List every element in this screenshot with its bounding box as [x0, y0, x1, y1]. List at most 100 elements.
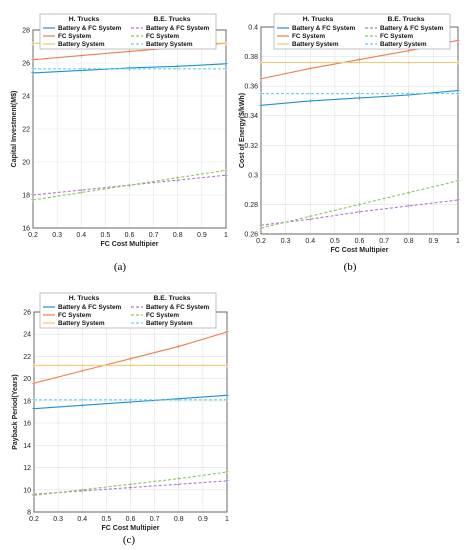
data-point-marker: +: [223, 65, 228, 73]
data-point-marker: +: [223, 39, 228, 47]
data-point-marker: +: [455, 59, 460, 67]
legend-entry: FC System: [58, 33, 91, 40]
x-tick-label: 0.4: [305, 238, 315, 245]
series-line-1: [32, 63, 227, 74]
data-point-marker: +: [223, 171, 228, 179]
x-tick-label: 0.3: [53, 516, 63, 523]
chart-panel-2: 0.2 0.3 0.4 0.5 0.6 0.7 0.8 0.9 1 0.26 0.28 0.3 0.32…: [239, 13, 461, 273]
x-tick-label: 1: [456, 238, 460, 245]
y-tick-label: 10: [23, 487, 31, 494]
data-point-marker: +: [176, 343, 181, 351]
data-point-marker: +: [258, 59, 263, 67]
data-point-marker: +: [406, 202, 411, 210]
data-point-marker: +: [224, 392, 229, 400]
x-tick-label: 0.9: [429, 238, 439, 245]
data-point-marker: +: [357, 56, 362, 64]
panel-label: (b): [344, 261, 357, 273]
y-axis-label: Payback Period(Years): [12, 374, 19, 450]
data-point-marker: +: [357, 59, 362, 67]
legend-group-title: B.E. Trucks: [153, 295, 190, 302]
data-point-marker: +: [79, 67, 84, 75]
legend-box: [273, 13, 451, 50]
data-point-marker: +: [406, 59, 411, 67]
data-point-marker: +: [258, 75, 263, 83]
y-tick-label: 26: [22, 61, 30, 68]
data-point-marker: +: [128, 355, 133, 363]
data-point-marker: +: [357, 201, 362, 209]
data-point-marker: +: [224, 328, 229, 336]
x-tick-label: 0.5: [102, 516, 112, 523]
legend-group-title: H. Trucks: [303, 16, 334, 23]
y-tick-label: 24: [22, 94, 30, 101]
data-point-marker: +: [455, 87, 460, 95]
y-axis-label: Cost of Energy($/kWh): [239, 93, 246, 168]
data-point-marker: +: [175, 65, 180, 73]
data-point-marker: +: [455, 177, 460, 185]
data-point-marker: +: [176, 395, 181, 403]
x-tick-label: 0.4: [77, 516, 87, 523]
legend-entry: Battery System: [380, 41, 427, 48]
y-tick-label: 0.26: [244, 232, 258, 239]
legend-entry: Battery & FC System: [58, 25, 122, 32]
y-tick-label: 14: [23, 443, 31, 450]
y-tick-label: 24: [23, 332, 31, 339]
chart-panel-3: 0.2 0.3 0.4 0.5 0.6 0.7 0.8 0.9 1810121416182022…: [12, 292, 230, 546]
data-point-marker: +: [31, 396, 36, 404]
panel-label: (a): [114, 261, 127, 273]
series-line-1: [260, 90, 459, 106]
x-tick-label: 0.8: [404, 238, 414, 245]
data-point-marker: +: [258, 90, 263, 98]
series-line-1: [33, 394, 228, 410]
legend-entry: Battery System: [146, 41, 193, 48]
data-point-marker: +: [308, 215, 313, 223]
data-point-marker: +: [176, 362, 181, 370]
y-tick-label: 0.38: [244, 54, 258, 61]
data-point-marker: +: [224, 468, 229, 476]
y-tick-label: 22: [22, 127, 30, 134]
y-tick-label: 18: [22, 193, 30, 200]
y-tick-label: 20: [23, 376, 31, 383]
legend-entry: FC System: [146, 33, 179, 40]
data-point-marker: +: [258, 224, 263, 232]
legend-entry: Battery System: [292, 41, 339, 48]
series-line-5: [32, 169, 227, 201]
data-point-marker: +: [175, 174, 180, 182]
y-tick-label: 16: [22, 226, 30, 233]
y-tick-label: 0.4: [248, 25, 258, 32]
data-point-marker: +: [80, 486, 85, 494]
panel-label: (c): [123, 534, 136, 546]
y-tick-label: 28: [22, 28, 30, 35]
data-point-marker: +: [30, 69, 35, 77]
x-tick-label: 0.6: [126, 516, 136, 523]
data-point-marker: +: [308, 212, 313, 220]
legend-entry: Battery & FC System: [380, 25, 444, 32]
x-tick-label: 0.7: [150, 516, 160, 523]
legend-group-title: H. Trucks: [69, 295, 100, 302]
chart-panel-1: 0.2 0.3 0.4 0.5 0.6 0.7 0.8 0.9 1 16 18 20 22 24 26 28 F…: [11, 13, 229, 273]
y-tick-label: 12: [23, 465, 31, 472]
data-point-marker: +: [127, 181, 132, 189]
data-point-marker: +: [224, 396, 229, 404]
data-point-marker: +: [223, 166, 228, 174]
x-tick-label: 0.6: [125, 232, 135, 239]
y-tick-label: 0.34: [244, 113, 258, 120]
y-tick-label: 0.28: [244, 202, 258, 209]
data-point-marker: +: [406, 47, 411, 55]
data-point-marker: +: [258, 221, 263, 229]
series-line-5: [260, 180, 459, 229]
data-point-marker: +: [80, 396, 85, 404]
data-point-marker: +: [30, 196, 35, 204]
legend-box: [39, 13, 217, 50]
y-tick-label: 16: [23, 421, 31, 428]
data-point-marker: +: [176, 396, 181, 404]
data-point-marker: +: [406, 189, 411, 197]
data-point-marker: +: [128, 362, 133, 370]
data-point-marker: +: [258, 102, 263, 110]
legend-box: [39, 292, 217, 329]
data-point-marker: +: [30, 191, 35, 199]
legend-entry: Battery System: [146, 320, 193, 327]
data-point-marker: +: [224, 362, 229, 370]
data-point-marker: +: [31, 490, 36, 498]
